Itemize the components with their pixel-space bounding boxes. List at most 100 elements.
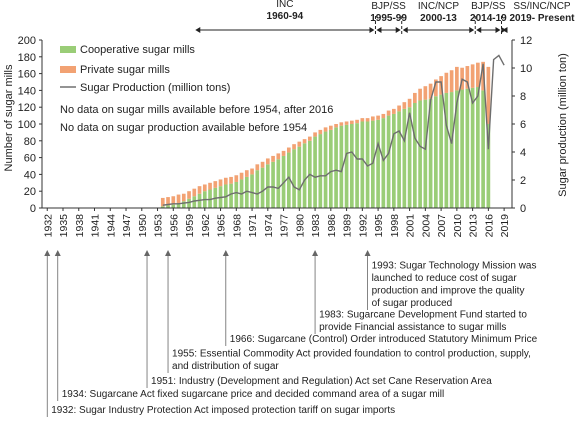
y2-tick-label: 2 [520, 175, 526, 187]
y-tick-label: 40 [24, 169, 36, 181]
bar-cooperative [297, 146, 302, 208]
y2-tick-label: 10 [520, 63, 532, 75]
bar-private [213, 181, 218, 188]
legend-label-production: Sugar Production (million tons) [80, 82, 230, 94]
bar-cooperative [392, 113, 396, 208]
period-arrowhead [395, 27, 401, 33]
period-years: 1960-94 [267, 11, 304, 22]
event-arrowhead [222, 250, 229, 256]
bar-private [307, 136, 312, 141]
bar-private [223, 177, 228, 185]
bar-private [434, 79, 438, 97]
x-tick-label: 1938 [74, 214, 86, 238]
bar-cooperative [229, 183, 233, 208]
bar-cooperative [171, 204, 176, 208]
event-text: 1955: Essential Commodity Act provided f… [172, 349, 531, 360]
event-arrowhead [54, 250, 61, 256]
x-tick-label: 1977 [279, 214, 291, 238]
y-tick-label: 100 [18, 119, 36, 131]
bar-private [239, 172, 244, 180]
axes: 0 20 40 60 80 100 120 140 160 180 200 0 2 4 6 8 10 12 1932… [18, 35, 533, 237]
bar-private [302, 139, 307, 144]
y-axis-title: Number of sugar mills [3, 64, 15, 171]
event-arrowhead [312, 250, 319, 256]
bar-cooperative [271, 161, 275, 208]
bar-cooperative [318, 134, 323, 208]
y2-axis-title: Sugar production (million ton) [557, 53, 569, 197]
bar-cooperative [328, 129, 333, 208]
bar-private [349, 120, 354, 124]
y-tick-label: 140 [18, 85, 36, 97]
x-tick-label: 1971 [247, 214, 259, 238]
bar-cooperative [234, 181, 239, 208]
x-tick-label: 2019 [499, 214, 511, 238]
bar-private [160, 197, 165, 207]
bar-private [292, 144, 296, 150]
event-text: launched to reduce cost of sugar [372, 273, 518, 284]
bar-private [455, 66, 459, 91]
bar-private [250, 168, 254, 175]
bar-private [470, 64, 475, 88]
event-text: of sugar produced [372, 298, 453, 309]
bar-cooperative [449, 92, 454, 208]
bar-cooperative [334, 127, 338, 208]
x-tick-label: 1986 [326, 214, 338, 238]
period-party: INC [276, 0, 293, 10]
bar-private [234, 175, 239, 182]
y-tick-label: 60 [24, 153, 36, 165]
note-production: No data on sugar production available be… [60, 122, 307, 134]
period-arrowhead [402, 27, 408, 33]
x-tick-label: 1995 [373, 214, 385, 238]
bar-cooperative [371, 120, 375, 208]
bar-cooperative [397, 111, 401, 208]
period-years: 1995-99 [370, 13, 407, 24]
period-years: 2000-13 [420, 13, 457, 24]
y2-tick-label: 4 [520, 147, 526, 159]
period-arrowhead [369, 27, 375, 33]
x-tick-label: 2001 [405, 214, 417, 238]
note-mills: No data on sugar mills available before … [60, 104, 333, 116]
event-arrowhead [144, 250, 151, 256]
bar-cooperative [313, 136, 317, 208]
bar-private [176, 194, 181, 203]
bar-private [386, 110, 391, 116]
event-text: 1983: Sugarcane Development Fund started… [319, 310, 527, 321]
bar-cooperative [434, 96, 438, 208]
period-arrowhead [495, 27, 501, 33]
bar-private [402, 102, 407, 109]
x-tick-label: 1998 [389, 214, 401, 238]
bar-cooperative [413, 103, 417, 208]
period-arrowhead [469, 27, 475, 33]
y2-tick-label: 8 [520, 91, 526, 103]
x-tick-label: 1950 [137, 214, 149, 238]
bar-private [271, 155, 275, 162]
event-annotations: 1993: Sugar Technology Mission waslaunch… [44, 250, 538, 417]
bar-private [334, 124, 338, 128]
y-tick-label: 80 [24, 136, 36, 148]
bar-private [229, 176, 233, 184]
y-tick-label: 20 [24, 186, 36, 198]
y2-tick-label: 6 [520, 119, 526, 131]
bar-cooperative [208, 189, 212, 208]
y-tick-label: 120 [18, 102, 36, 114]
event-text: 1934: Sugarcane Act fixed sugarcane pric… [62, 389, 444, 400]
bar-cooperative [428, 98, 433, 208]
bar-private [428, 83, 433, 99]
bar-private [313, 132, 317, 137]
legend-label-private: Private sugar mills [80, 64, 170, 76]
x-tick-label: 2007 [436, 214, 448, 238]
bar-cooperative [187, 198, 191, 208]
y-tick-label: 200 [18, 35, 36, 47]
bar-private [297, 141, 302, 147]
event-text: provide Financial assistance to sugar mi… [319, 322, 506, 333]
x-tick-label: 2004 [420, 214, 432, 238]
bar-cooperative [476, 87, 480, 208]
legend-label-cooperative: Cooperative sugar mills [80, 44, 195, 56]
bar-private [265, 158, 270, 165]
event-text: and distribution of sugar [172, 361, 279, 372]
bar-cooperative [292, 149, 296, 208]
bar-cooperative [465, 88, 470, 208]
bar-cooperative [286, 152, 291, 208]
period-arrowhead [376, 27, 382, 33]
